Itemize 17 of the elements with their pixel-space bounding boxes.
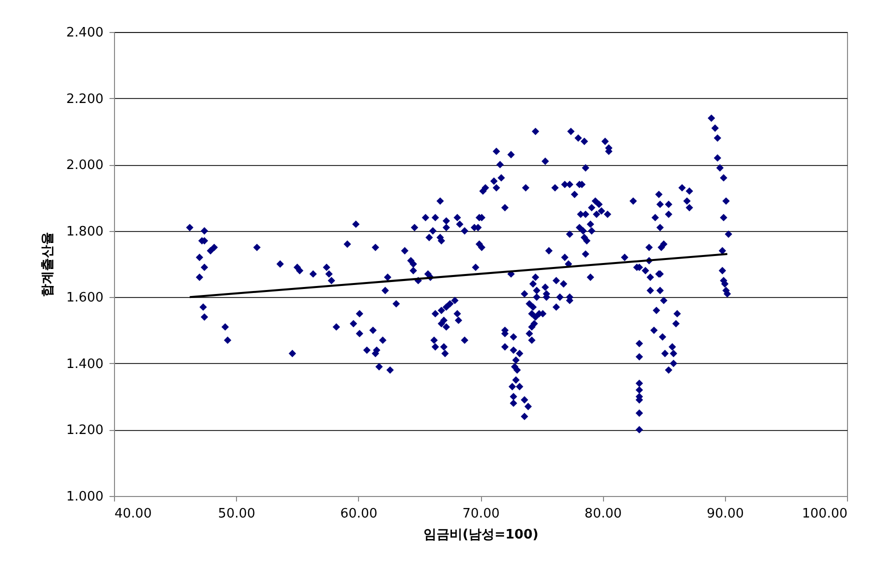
- y-tick-label: 1.800: [66, 224, 104, 240]
- x-tick-label: 60.00: [340, 506, 378, 522]
- y-tick-label: 1.200: [66, 423, 104, 438]
- y-tick-label: 2.200: [66, 92, 104, 107]
- x-tick-label: 50.00: [218, 506, 256, 522]
- x-tick-label: 40.00: [114, 506, 152, 522]
- y-axis-title: 합계출산율: [40, 232, 56, 297]
- y-tick-label: 1.600: [66, 290, 104, 306]
- x-tick-label: 90.00: [706, 506, 744, 522]
- x-axis-title: 임금비(남성=100): [424, 528, 538, 542]
- x-tick-label: 100.00: [802, 506, 848, 522]
- x-tick-label: 70.00: [462, 506, 500, 522]
- x-tick-label: 80.00: [584, 506, 622, 522]
- y-tick-label: 1.400: [66, 356, 104, 372]
- y-tick-label: 2.400: [66, 26, 104, 40]
- y-tick-label: 2.000: [66, 158, 104, 174]
- y-tick-label: 1.000: [66, 490, 104, 504]
